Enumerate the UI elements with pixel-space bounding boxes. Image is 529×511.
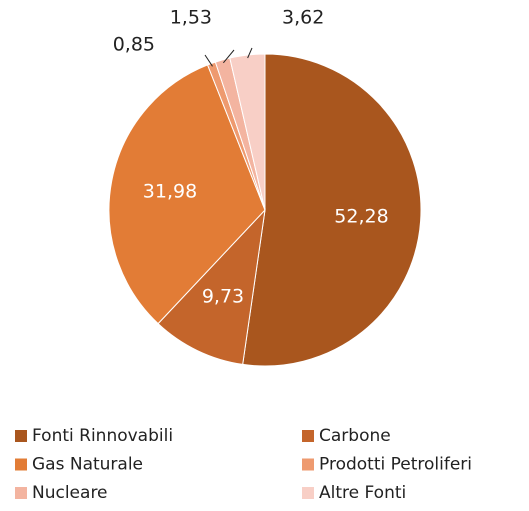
- legend-swatch: [302, 487, 314, 499]
- legend-swatch: [15, 487, 27, 499]
- legend-label: Carbone: [319, 426, 391, 446]
- data-label: 9,73: [202, 286, 244, 308]
- legend-label: Nucleare: [32, 483, 108, 503]
- leader-line: [247, 47, 253, 59]
- pie-slice: [242, 53, 422, 367]
- legend-swatch: [15, 430, 27, 442]
- data-label: 31,98: [143, 180, 197, 202]
- data-label: 3,62: [282, 7, 324, 29]
- data-label: 52,28: [334, 205, 388, 227]
- legend-swatch: [302, 430, 314, 442]
- legend-label: Fonti Rinnovabili: [32, 426, 173, 446]
- legend-label: Altre Fonti: [319, 483, 406, 503]
- legend-label: Prodotti Petroliferi: [319, 455, 472, 475]
- pie-slice: [157, 208, 266, 365]
- pie-slice: [108, 64, 266, 325]
- legend-swatch: [15, 458, 27, 471]
- legend-swatch: [302, 458, 314, 471]
- pie-slice: [229, 53, 266, 211]
- data-label: 1,53: [170, 7, 212, 29]
- legend-label: Gas Naturale: [32, 455, 143, 475]
- leader-line: [204, 54, 213, 67]
- leader-line: [222, 49, 235, 64]
- data-label: 0,85: [113, 34, 155, 56]
